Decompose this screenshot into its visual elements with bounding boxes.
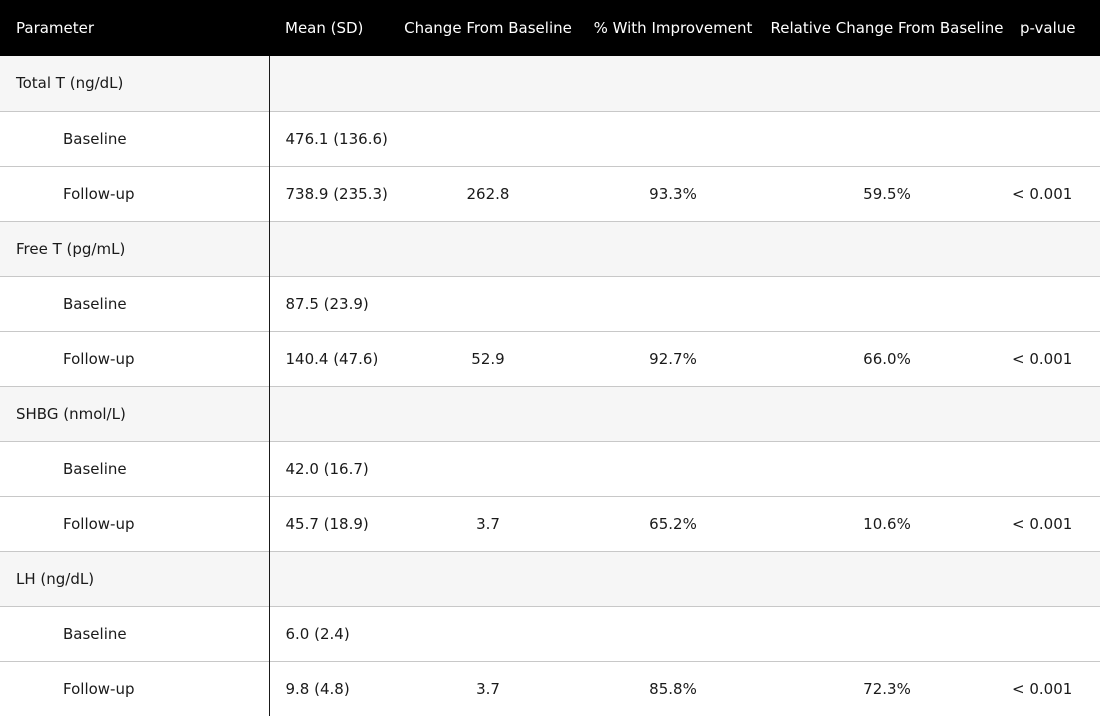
empty-cell <box>764 386 1010 441</box>
followup-row: Follow-up 140.4 (47.6) 52.9 92.7% 66.0% … <box>0 331 1100 386</box>
mean-sd-value: 140.4 (47.6) <box>285 349 379 368</box>
row-label: Baseline <box>0 606 270 661</box>
empty-cell <box>1010 386 1100 441</box>
empty-cell <box>1010 221 1100 276</box>
mean-sd-value: 476.1 (136.6) <box>285 129 388 148</box>
empty-cell <box>582 606 764 661</box>
group-row: SHBG (nmol/L) <box>0 386 1100 441</box>
empty-cell <box>582 56 764 111</box>
group-row: Total T (ng/dL) <box>0 56 1100 111</box>
empty-cell <box>394 386 582 441</box>
baseline-row: Baseline 87.5 (23.9) <box>0 276 1100 331</box>
improvement-value: 93.3% <box>649 184 697 203</box>
empty-cell <box>269 551 394 606</box>
relative-change-value: 10.6% <box>863 514 911 533</box>
empty-cell <box>394 221 582 276</box>
row-label: Follow-up <box>0 331 270 386</box>
mean-sd-value: 9.8 (4.8) <box>285 679 350 698</box>
change-value: 52.9 <box>471 349 505 368</box>
p-value: < 0.001 <box>1012 184 1073 203</box>
empty-cell <box>269 56 394 111</box>
empty-cell <box>269 386 394 441</box>
baseline-row: Baseline 6.0 (2.4) <box>0 606 1100 661</box>
empty-cell <box>1010 441 1100 496</box>
empty-cell <box>582 111 764 166</box>
empty-cell <box>394 111 582 166</box>
row-label: Baseline <box>0 111 270 166</box>
empty-cell <box>764 606 1010 661</box>
table-header-row: Parameter Mean (SD) Change From Baseline… <box>0 0 1100 56</box>
followup-row: Follow-up 45.7 (18.9) 3.7 65.2% 10.6% < … <box>0 496 1100 551</box>
empty-cell <box>394 606 582 661</box>
group-row: LH (ng/dL) <box>0 551 1100 606</box>
baseline-row: Baseline 42.0 (16.7) <box>0 441 1100 496</box>
row-label: Follow-up <box>0 166 270 221</box>
change-value: 262.8 <box>466 184 510 203</box>
p-value: < 0.001 <box>1012 514 1073 533</box>
empty-cell <box>764 551 1010 606</box>
improvement-value: 85.8% <box>649 679 697 698</box>
empty-cell <box>764 221 1010 276</box>
change-value: 3.7 <box>476 679 500 698</box>
header-p-value: p-value <box>1020 19 1076 37</box>
relative-change-value: 59.5% <box>863 184 911 203</box>
change-value: 3.7 <box>476 514 500 533</box>
empty-cell <box>764 441 1010 496</box>
empty-cell <box>582 221 764 276</box>
empty-cell <box>1010 111 1100 166</box>
header-change-from-baseline: Change From Baseline <box>404 19 572 37</box>
improvement-value: 92.7% <box>649 349 697 368</box>
empty-cell <box>1010 56 1100 111</box>
empty-cell <box>269 221 394 276</box>
header-parameter: Parameter <box>16 19 95 37</box>
row-label: Follow-up <box>0 496 270 551</box>
mean-sd-value: 738.9 (235.3) <box>285 184 388 203</box>
row-label: Follow-up <box>0 661 270 716</box>
header-mean-sd: Mean (SD) <box>285 19 364 37</box>
empty-cell <box>764 111 1010 166</box>
row-label: Baseline <box>0 441 270 496</box>
mean-sd-value: 42.0 (16.7) <box>285 459 369 478</box>
empty-cell <box>394 276 582 331</box>
empty-cell <box>1010 551 1100 606</box>
header-percent-improvement: % With Improvement <box>593 19 753 37</box>
group-row: Free T (pg/mL) <box>0 221 1100 276</box>
empty-cell <box>394 551 582 606</box>
empty-cell <box>1010 606 1100 661</box>
mean-sd-value: 87.5 (23.9) <box>285 294 369 313</box>
group-name: SHBG (nmol/L) <box>0 386 270 441</box>
followup-row: Follow-up 9.8 (4.8) 3.7 85.8% 72.3% < 0.… <box>0 661 1100 716</box>
empty-cell <box>582 276 764 331</box>
empty-cell <box>394 56 582 111</box>
empty-cell <box>582 441 764 496</box>
p-value: < 0.001 <box>1012 679 1073 698</box>
relative-change-value: 72.3% <box>863 679 911 698</box>
row-label: Baseline <box>0 276 270 331</box>
empty-cell <box>764 276 1010 331</box>
empty-cell <box>1010 276 1100 331</box>
group-name: LH (ng/dL) <box>0 551 270 606</box>
p-value: < 0.001 <box>1012 349 1073 368</box>
empty-cell <box>394 441 582 496</box>
mean-sd-value: 6.0 (2.4) <box>285 624 350 643</box>
empty-cell <box>764 56 1010 111</box>
empty-cell <box>582 386 764 441</box>
relative-change-value: 66.0% <box>863 349 911 368</box>
mean-sd-value: 45.7 (18.9) <box>285 514 369 533</box>
group-name: Free T (pg/mL) <box>0 221 270 276</box>
empty-cell <box>582 551 764 606</box>
followup-row: Follow-up 738.9 (235.3) 262.8 93.3% 59.5… <box>0 166 1100 221</box>
baseline-row: Baseline 476.1 (136.6) <box>0 111 1100 166</box>
improvement-value: 65.2% <box>649 514 697 533</box>
group-name: Total T (ng/dL) <box>0 56 270 111</box>
header-relative-change: Relative Change From Baseline <box>770 19 1004 37</box>
